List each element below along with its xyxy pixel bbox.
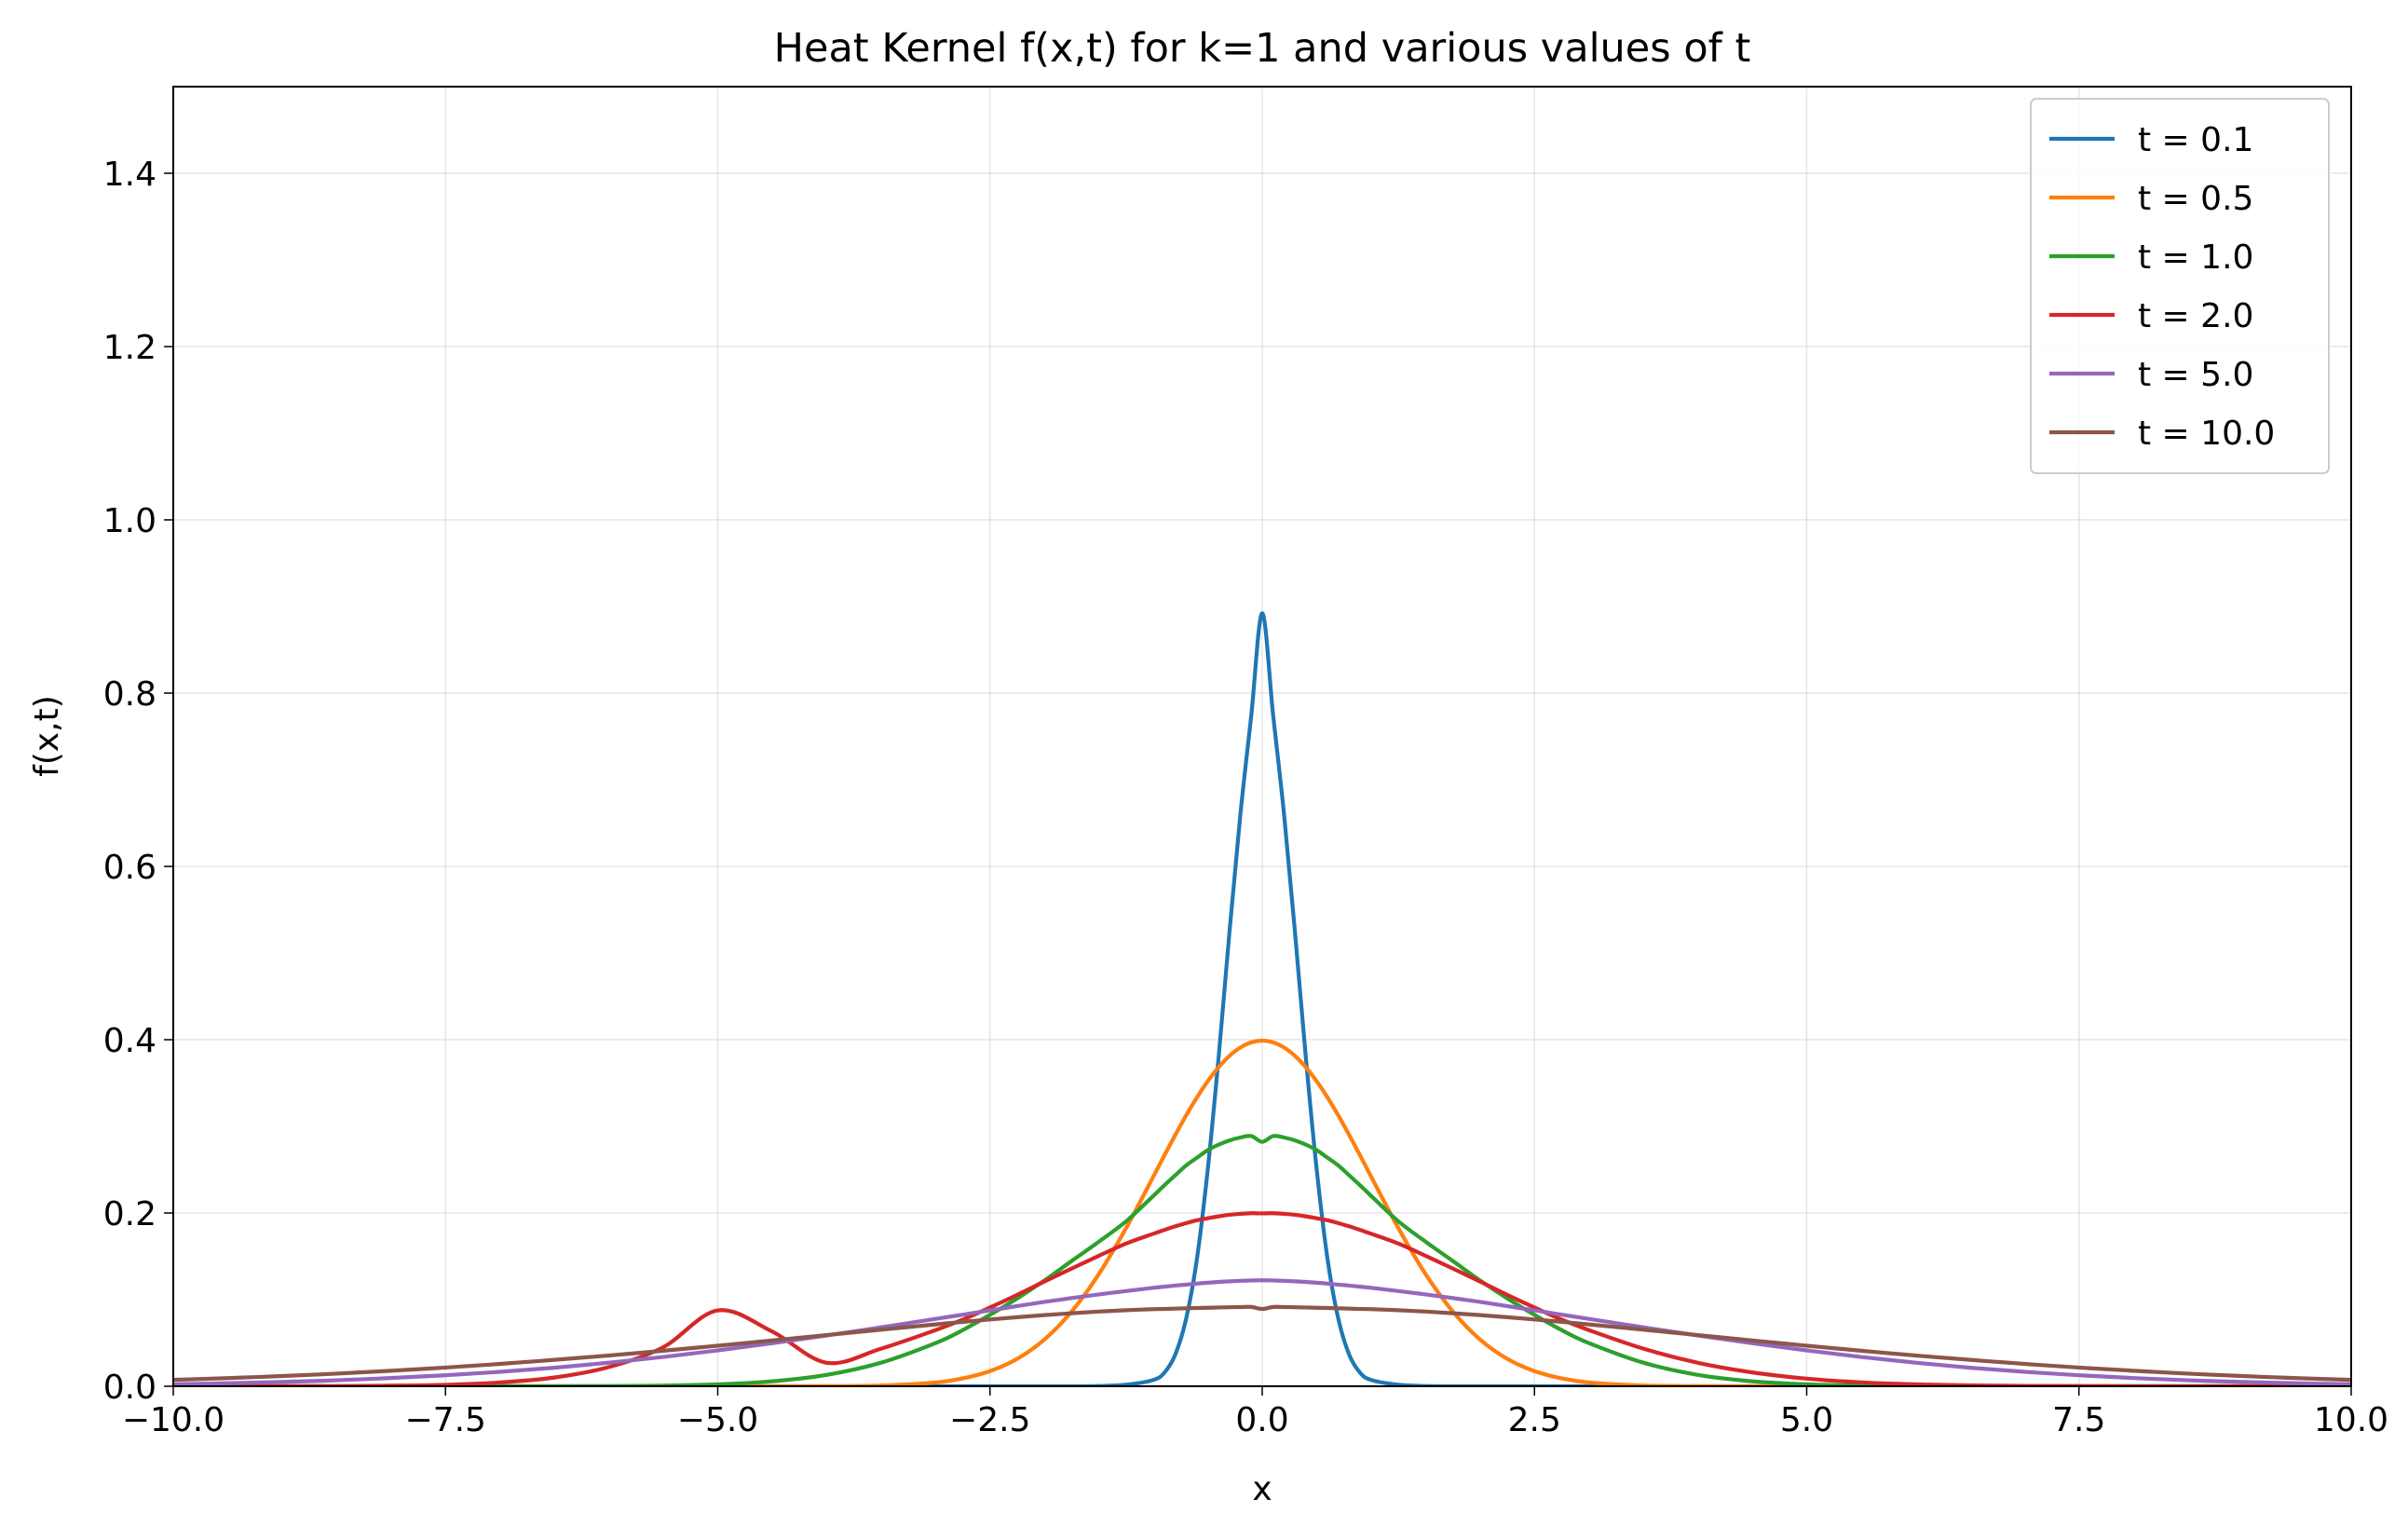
x-tick-label: 10.0 — [2314, 1401, 2388, 1439]
x-tick-label: 0.0 — [1235, 1401, 1288, 1439]
series-line — [173, 1211, 2351, 1386]
legend-label: t = 5.0 — [2138, 356, 2253, 394]
legend-label: t = 10.0 — [2138, 415, 2275, 453]
legend: t = 0.1 t = 0.5 t = 1.0 t = 2.0 t = 5.0 t = 1… — [2030, 98, 2330, 474]
series-line — [173, 1278, 2351, 1386]
x-tick-label: 7.5 — [2052, 1401, 2105, 1439]
x-tick-label: −2.5 — [949, 1401, 1030, 1439]
y-axis-label: f(x,t) — [28, 695, 66, 777]
y-tick-label: 0.4 — [103, 1022, 156, 1060]
y-tick-label: 0.2 — [103, 1195, 156, 1233]
x-tick-label: 5.0 — [1780, 1401, 1833, 1439]
x-tick-label: −10.0 — [122, 1401, 224, 1439]
y-tick-label: 0.6 — [103, 849, 156, 887]
y-tick-label: 1.2 — [103, 329, 156, 367]
series-line — [173, 1304, 2351, 1383]
legend-label: t = 2.0 — [2138, 297, 2253, 335]
x-tick-label: −7.5 — [405, 1401, 486, 1439]
y-tick-label: 0.0 — [103, 1369, 156, 1407]
legend-label: t = 0.1 — [2138, 121, 2253, 159]
y-tick-label: 1.4 — [103, 156, 156, 194]
series-line — [173, 1134, 2351, 1386]
x-axis-label: x — [1252, 1470, 1272, 1508]
legend-label: t = 0.5 — [2138, 180, 2253, 218]
x-tick-label: 2.5 — [1508, 1401, 1561, 1439]
y-tick-label: 0.8 — [103, 675, 156, 714]
y-tick-label: 1.0 — [103, 502, 156, 540]
chart-title: Heat Kernel f(x,t) for k=1 and various v… — [774, 25, 1751, 72]
series-line — [173, 1038, 2351, 1386]
tick-layer: −10.0 −7.5 −5.0 −2.5 0.0 2.5 5.0 7.5 10.0 0.0 0.2 0… — [103, 156, 2388, 1439]
legend-label: t = 1.0 — [2138, 238, 2253, 277]
x-tick-label: −5.0 — [677, 1401, 758, 1439]
series-line — [173, 611, 2351, 1386]
series-layer — [173, 611, 2351, 1386]
legend-frame — [2030, 98, 2330, 474]
